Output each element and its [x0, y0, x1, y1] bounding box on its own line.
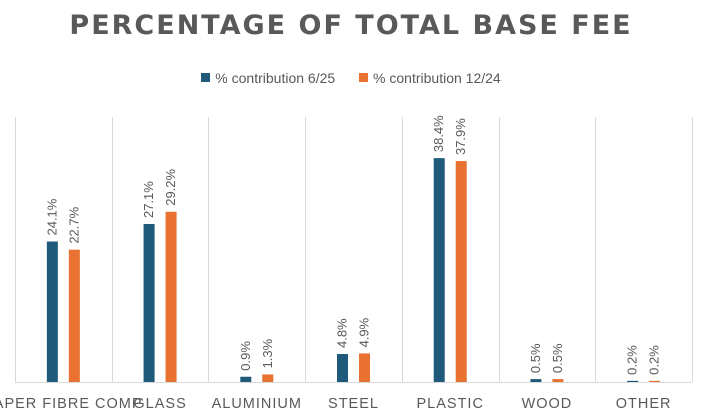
bar-series-1 — [627, 380, 639, 382]
legend-item-series-2: % contribution 12/24 — [359, 70, 501, 86]
bar-series-2 — [359, 353, 370, 382]
legend-swatch-series-2 — [359, 73, 369, 82]
data-label-series-2: 0.2% — [647, 345, 662, 375]
data-label-series-2: 4.9% — [357, 317, 372, 347]
data-label-series-1: 0.9% — [238, 341, 253, 371]
data-label-series-2: 29.2% — [163, 168, 178, 205]
x-tick-label: PLASTIC — [416, 396, 483, 411]
data-label-series-1: 4.8% — [335, 318, 350, 348]
x-tick-label: PAPER FIBRE COMP — [0, 396, 143, 411]
bar-series-1 — [46, 241, 58, 382]
data-label-series-1: 27.1% — [141, 181, 156, 218]
data-label-series-2: 1.3% — [260, 338, 275, 368]
bar-series-2 — [455, 161, 467, 382]
data-label-series-2: 0.5% — [550, 343, 565, 373]
bar-series-1 — [433, 158, 445, 382]
bar-series-2 — [262, 374, 274, 382]
data-label-series-2: 22.7% — [66, 206, 81, 243]
data-label-series-1: 0.5% — [528, 343, 543, 373]
bar-series-1 — [240, 376, 252, 382]
data-label-series-1: 24.1% — [44, 198, 59, 235]
data-label-series-2: 37.9% — [453, 118, 468, 155]
x-tick-label: STEEL — [328, 396, 379, 411]
bar-series-2 — [165, 211, 177, 382]
chart-title: PERCENTAGE OF TOTAL BASE FEE — [69, 10, 633, 41]
x-tick-label: ALUMINIUM — [212, 396, 302, 411]
data-label-series-1: 38.4% — [431, 115, 446, 152]
bar-series-1 — [337, 354, 348, 382]
legend-item-series-1: % contribution 6/25 — [201, 70, 335, 86]
legend-label-series-1: % contribution 6/25 — [215, 69, 336, 86]
x-tick-label: OTHER — [616, 396, 672, 411]
bar-series-1 — [143, 224, 155, 382]
legend-swatch-series-1 — [201, 73, 211, 82]
data-label-series-1: 0.2% — [625, 345, 640, 375]
legend-label-series-2: % contribution 12/24 — [373, 69, 501, 86]
bar-series-2 — [552, 379, 564, 382]
bar-series-2 — [649, 380, 661, 382]
x-tick-label: WOOD — [522, 396, 573, 411]
legend: % contribution 6/25 % contribution 12/24 — [0, 69, 702, 86]
bar-series-1 — [530, 379, 542, 382]
x-tick-label: GLASS — [133, 396, 186, 411]
bar-series-2 — [68, 249, 80, 382]
